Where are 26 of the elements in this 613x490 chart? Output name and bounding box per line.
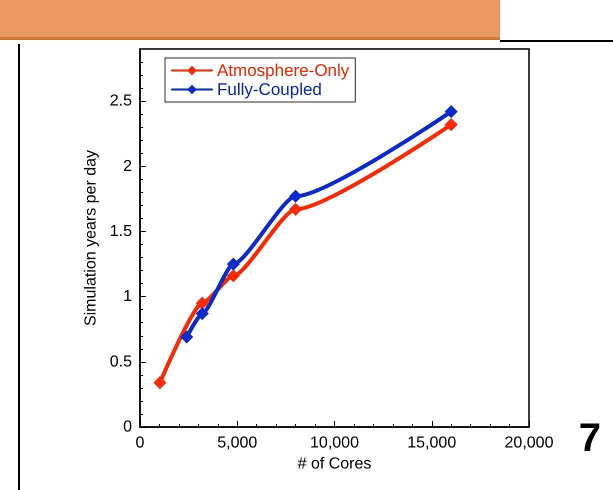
point bbox=[226, 269, 240, 282]
text: 7 bbox=[578, 416, 602, 460]
point bbox=[196, 296, 209, 310]
y-tick-label: 0 bbox=[123, 418, 132, 436]
point bbox=[289, 202, 302, 216]
point bbox=[196, 307, 209, 320]
y-axis-title: Simulation years per day bbox=[82, 150, 100, 326]
y-tick-label: 1 bbox=[123, 288, 132, 306]
point bbox=[180, 330, 194, 344]
x-tick-label: 10,000 bbox=[310, 434, 360, 452]
legend-label: Fully-Coupled bbox=[217, 80, 322, 99]
y-tick-label: 2.5 bbox=[110, 92, 132, 110]
point bbox=[153, 376, 166, 390]
x-tick-label: 15,000 bbox=[407, 434, 456, 452]
x-axis-title: # of Cores bbox=[298, 455, 372, 472]
y-tick-label: 1.5 bbox=[110, 222, 132, 240]
x-tick-label: 0 bbox=[136, 434, 145, 452]
point bbox=[289, 190, 302, 203]
y-tick-label: 0.5 bbox=[110, 353, 132, 370]
x-tick-label: 20,000 bbox=[504, 434, 554, 452]
legend-label: Atmosphere-Only bbox=[217, 61, 350, 80]
x-tick-label: 5,000 bbox=[217, 434, 258, 452]
y-tick-label: 2 bbox=[123, 158, 132, 175]
point bbox=[444, 118, 458, 132]
point bbox=[226, 258, 240, 271]
point bbox=[444, 105, 458, 118]
